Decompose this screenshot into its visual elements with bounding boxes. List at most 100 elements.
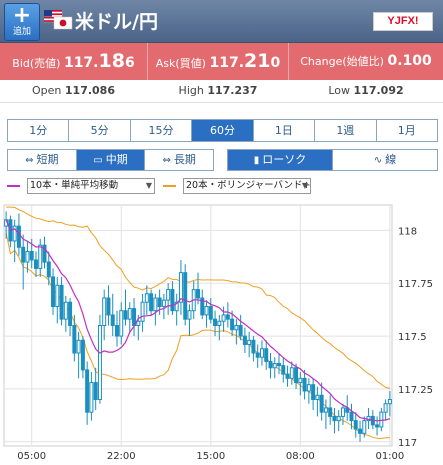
chart-type-tab-candle[interactable]: ▮ ローソク xyxy=(228,150,333,170)
bid-cell[interactable]: Bid(売値) 117.186 xyxy=(0,43,147,80)
candle-body xyxy=(178,272,183,303)
timeframe-tab[interactable]: 1週 xyxy=(315,120,377,141)
candle-body xyxy=(55,284,60,307)
ma-select-value: 10本・単純平均移動 xyxy=(30,180,119,191)
mid-term-icon: ▭ xyxy=(93,155,103,166)
candle-body xyxy=(85,369,90,413)
currency-pair-title: 米ドル/円 xyxy=(75,11,158,33)
x-tick-label: 15:00 xyxy=(196,451,225,462)
candle-body xyxy=(285,373,290,379)
timeframe-tab[interactable]: 15分 xyxy=(130,120,193,141)
y-tick-label: 117.75 xyxy=(398,279,433,290)
candle-body xyxy=(51,276,56,307)
candle-body xyxy=(106,297,111,316)
line-chart-icon: ∿ xyxy=(373,155,383,166)
candle-body xyxy=(315,394,320,400)
quote-bar: Bid(売値) 117.186 Ask(買値) 117.210 Change(始… xyxy=(0,43,443,80)
timeframe-tabs: 1分 5分 15分 60分 1日 1週 1月 xyxy=(7,119,438,142)
candle-body xyxy=(187,310,192,320)
candlestick-icon: ▮ xyxy=(253,155,260,166)
ma-select[interactable]: 10本・単純平均移動 ▼ xyxy=(27,178,155,194)
x-tick-label: 22:00 xyxy=(107,451,136,462)
term-tab-mid[interactable]: ▭ 中期 xyxy=(76,150,146,170)
timeframe-tab[interactable]: 1分 xyxy=(8,120,70,141)
chart-type-label: 線 xyxy=(385,153,397,166)
candle-body xyxy=(63,301,68,320)
candle-body xyxy=(119,310,124,337)
bid-big-digits: 18 xyxy=(98,50,125,72)
ohl-row: Open 117.086 High 117.237 Low 117.092 xyxy=(0,80,443,103)
candle-body xyxy=(281,365,286,375)
ma-indicator: 10本・単純平均移動 ▼ xyxy=(7,178,155,194)
candle-body xyxy=(183,272,188,320)
candle-body xyxy=(80,339,85,371)
candle-body xyxy=(29,251,34,261)
candle-body xyxy=(225,314,230,320)
candle-body xyxy=(375,424,380,428)
add-pair-button[interactable]: + 追加 xyxy=(4,3,40,41)
change-label: Change(始値比) xyxy=(300,55,384,68)
candle-body xyxy=(46,261,51,278)
bb-select[interactable]: 20本・ボリンジャーバンド+1 ▼ xyxy=(183,178,311,194)
candle-body xyxy=(76,339,81,354)
timeframe-tab[interactable]: 1日 xyxy=(253,120,316,141)
candle-body xyxy=(149,293,154,312)
candle-body xyxy=(204,305,209,316)
ask-last-digit: 0 xyxy=(270,55,281,71)
candle-body xyxy=(353,420,358,430)
y-tick-label: 117.5 xyxy=(398,332,427,343)
candle-body xyxy=(97,325,102,400)
candle-body xyxy=(123,310,128,320)
term-label: 中期 xyxy=(105,153,128,166)
chevron-down-icon: ▼ xyxy=(301,181,308,190)
price-chart[interactable]: 117 117.25 117.5 117.75 118 05:00 22:00 15:00 08… xyxy=(0,200,443,465)
candle-body xyxy=(362,420,367,434)
low-cell: Low 117.092 xyxy=(289,80,443,102)
high-value: 117.237 xyxy=(207,84,258,97)
x-tick-label: 05:00 xyxy=(17,451,46,462)
candle-body xyxy=(174,301,179,312)
x-tick-label: 08:00 xyxy=(286,451,315,462)
candle-body xyxy=(42,244,47,263)
ma-swatch xyxy=(7,185,20,187)
candle-body xyxy=(93,382,98,400)
candle-body xyxy=(157,297,162,307)
short-term-icon: ⇔ xyxy=(25,155,34,166)
candle-body xyxy=(140,301,145,322)
candle-body xyxy=(25,251,30,263)
candle-body xyxy=(298,377,303,384)
candle-body xyxy=(259,348,264,358)
us-jp-flags-icon xyxy=(44,10,73,30)
chevron-down-icon: ▼ xyxy=(145,181,152,190)
candle-body xyxy=(132,308,137,327)
candle-body xyxy=(255,352,260,358)
candle-body xyxy=(144,293,149,303)
bid-last-digit: 6 xyxy=(124,55,135,71)
timeframe-tab[interactable]: 5分 xyxy=(69,120,131,141)
moving-average-line xyxy=(5,219,391,422)
candle-body xyxy=(196,289,200,299)
candle-body xyxy=(72,325,77,354)
candle-body xyxy=(323,407,328,413)
timeframe-tab[interactable]: 1月 xyxy=(376,120,437,141)
candle-body xyxy=(33,259,38,269)
chart-type-tab-line[interactable]: ∿ 線 xyxy=(333,150,437,170)
plus-icon: + xyxy=(12,3,32,28)
candle-body xyxy=(234,325,239,331)
candle-body xyxy=(16,225,21,248)
open-cell: Open 117.086 xyxy=(0,80,147,102)
ask-cell[interactable]: Ask(買値) 117.210 xyxy=(148,43,288,80)
x-tick-label: 01:00 xyxy=(375,451,404,462)
timeframe-tab[interactable]: 60分 xyxy=(192,120,254,141)
term-tab-short[interactable]: ⇔ 短期 xyxy=(8,150,77,170)
ask-big-digits: 21 xyxy=(244,50,271,72)
bb-indicator: 20本・ボリンジャーバンド+1 ▼ xyxy=(163,178,311,194)
long-term-icon: ⇔ xyxy=(162,155,171,166)
candle-body xyxy=(213,318,218,327)
candle-body xyxy=(349,411,354,422)
candle-body xyxy=(311,384,316,400)
term-tab-long[interactable]: ⇔ 長期 xyxy=(145,150,213,170)
candle-body xyxy=(221,314,226,322)
term-label: 短期 xyxy=(36,153,59,166)
candle-body xyxy=(153,297,158,312)
